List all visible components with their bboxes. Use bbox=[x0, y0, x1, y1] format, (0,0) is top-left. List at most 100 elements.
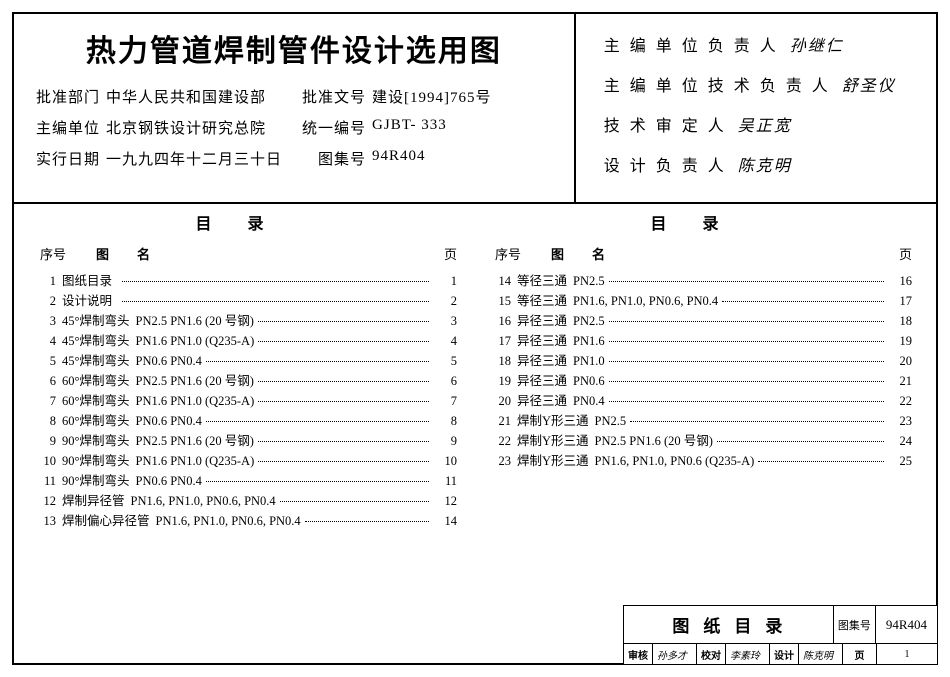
toc-page: 16 bbox=[888, 271, 912, 291]
sheet-set: 图集号 94R404 bbox=[834, 606, 937, 643]
toc-name: 焊制Y形三通 bbox=[517, 411, 589, 431]
footer-cell-value: 陈克明 bbox=[799, 644, 843, 664]
toc-page: 10 bbox=[433, 451, 457, 471]
toc-name: 60°焊制弯头 bbox=[62, 391, 130, 411]
toc-page: 1 bbox=[433, 271, 457, 291]
toc-row: 1图纸目录1 bbox=[38, 271, 457, 291]
toc-row: 660°焊制弯头PN2.5 PN1.6 (20 号钢)6 bbox=[38, 371, 457, 391]
meta-label: 批准文号 bbox=[302, 86, 366, 107]
toc-seq: 16 bbox=[493, 311, 517, 331]
toc-spec: PN1.6, PN1.0, PN0.6, PN0.4 bbox=[573, 291, 718, 311]
seq-header: 序号 bbox=[493, 244, 523, 263]
seq-header: 序号 bbox=[38, 244, 68, 263]
meta-pair: 图集号 94R404 bbox=[318, 148, 462, 169]
responsible-row: 主编单位负责人孙继仁 bbox=[604, 32, 926, 56]
toc-name: 异径三通 bbox=[517, 391, 567, 411]
toc-leader bbox=[206, 481, 429, 482]
toc-seq: 7 bbox=[38, 391, 62, 411]
toc-leader bbox=[758, 461, 884, 462]
toc-leader bbox=[258, 441, 429, 442]
meta-value: 94R404 bbox=[372, 148, 426, 169]
toc-row: 545°焊制弯头PN0.6 PN0.45 bbox=[38, 351, 457, 371]
toc-name: 45°焊制弯头 bbox=[62, 311, 130, 331]
set-label: 图集号 bbox=[834, 606, 876, 643]
meta-pair: 批准文号建设[1994]765号 bbox=[302, 86, 528, 107]
toc-name: 45°焊制弯头 bbox=[62, 331, 130, 351]
toc-row: 20异径三通PN0.422 bbox=[493, 391, 912, 411]
toc-spec: PN2.5 bbox=[573, 311, 605, 331]
toc-row: 15等径三通PN1.6, PN1.0, PN0.6, PN0.417 bbox=[493, 291, 912, 311]
toc-name: 90°焊制弯头 bbox=[62, 471, 130, 491]
header-right: 主编单位负责人孙继仁主编单位技术负责人舒圣仪技术审定人吴正宽设计负责人陈克明 bbox=[576, 14, 936, 202]
toc-leader bbox=[630, 421, 884, 422]
footer-cell-value: 李素玲 bbox=[726, 644, 770, 664]
toc-leader bbox=[609, 281, 884, 282]
toc-row: 760°焊制弯头PN1.6 PN1.0 (Q235-A)7 bbox=[38, 391, 457, 411]
toc-name: 异径三通 bbox=[517, 331, 567, 351]
toc-section: 目录 序号 图名 页 1图纸目录12设计说明2345°焊制弯头PN2.5 PN1… bbox=[14, 204, 936, 663]
meta-value: GJBT- 333 bbox=[372, 117, 447, 138]
sheet-title: 图纸目录 bbox=[624, 606, 834, 643]
meta-label: 图集号 bbox=[318, 148, 366, 169]
toc-leader bbox=[258, 401, 429, 402]
responsible-label: 主编单位负责人 bbox=[604, 32, 786, 56]
toc-name: 设计说明 bbox=[62, 291, 112, 311]
toc-seq: 18 bbox=[493, 351, 517, 371]
toc-leader bbox=[609, 401, 884, 402]
toc-spec: PN1.6, PN1.0, PN0.6, PN0.4 bbox=[156, 511, 301, 531]
toc-name: 焊制异径管 bbox=[62, 491, 125, 511]
toc-page: 24 bbox=[888, 431, 912, 451]
toc-row: 13焊制偏心异径管PN1.6, PN1.0, PN0.6, PN0.414 bbox=[38, 511, 457, 531]
toc-page: 5 bbox=[433, 351, 457, 371]
toc-row: 14等径三通PN2.516 bbox=[493, 271, 912, 291]
toc-leader bbox=[609, 321, 884, 322]
toc-spec: PN2.5 PN1.6 (20 号钢) bbox=[136, 431, 254, 451]
toc-row: 23焊制Y形三通PN1.6, PN1.0, PN0.6 (Q235-A)25 bbox=[493, 451, 912, 471]
footer-page-value: 1 bbox=[877, 644, 937, 664]
toc-page: 21 bbox=[888, 371, 912, 391]
toc-spec: PN1.0 bbox=[573, 351, 605, 371]
toc-page: 7 bbox=[433, 391, 457, 411]
toc-page: 8 bbox=[433, 411, 457, 431]
footer-cell-label: 审核 bbox=[624, 644, 653, 664]
toc-spec: PN1.6 PN1.0 (Q235-A) bbox=[136, 331, 255, 351]
toc-row: 17异径三通PN1.619 bbox=[493, 331, 912, 351]
toc-spec: PN2.5 PN1.6 (20 号钢) bbox=[595, 431, 713, 451]
toc-name: 焊制偏心异径管 bbox=[62, 511, 150, 531]
footer-cell-label: 设计 bbox=[770, 644, 799, 664]
toc-page: 3 bbox=[433, 311, 457, 331]
name-header: 图名 bbox=[68, 244, 425, 263]
toc-name: 焊制Y形三通 bbox=[517, 431, 589, 451]
meta-row: 批准部门中华人民共和国建设部批准文号建设[1994]765号 bbox=[36, 86, 552, 107]
meta-rows: 批准部门中华人民共和国建设部批准文号建设[1994]765号主编单位北京钢铁设计… bbox=[36, 86, 552, 169]
toc-spec: PN2.5 PN1.6 (20 号钢) bbox=[136, 371, 254, 391]
responsible-label: 设计负责人 bbox=[604, 152, 734, 176]
name-header: 图名 bbox=[523, 244, 880, 263]
toc-col-left: 目录 序号 图名 页 1图纸目录12设计说明2345°焊制弯头PN2.5 PN1… bbox=[38, 210, 475, 659]
toc-page: 19 bbox=[888, 331, 912, 351]
responsible-label: 主编单位技术负责人 bbox=[604, 72, 838, 96]
toc-page: 14 bbox=[433, 511, 457, 531]
toc-leader bbox=[258, 321, 429, 322]
toc-page: 6 bbox=[433, 371, 457, 391]
toc-spec: PN1.6, PN1.0, PN0.6 (Q235-A) bbox=[595, 451, 755, 471]
toc-spec: PN2.5 bbox=[573, 271, 605, 291]
toc-leader bbox=[722, 301, 884, 302]
toc-leader bbox=[122, 281, 429, 282]
responsible-name: 陈克明 bbox=[738, 152, 792, 176]
toc-name: 异径三通 bbox=[517, 311, 567, 331]
meta-value: 北京钢铁设计研究总院 bbox=[106, 117, 266, 138]
page-header: 页 bbox=[425, 244, 457, 263]
toc-page: 18 bbox=[888, 311, 912, 331]
page-header: 页 bbox=[880, 244, 912, 263]
toc-name: 60°焊制弯头 bbox=[62, 411, 130, 431]
toc-seq: 5 bbox=[38, 351, 62, 371]
toc-page: 20 bbox=[888, 351, 912, 371]
toc-spec: PN0.6 PN0.4 bbox=[136, 471, 202, 491]
header-left: 热力管道焊制管件设计选用图 批准部门中华人民共和国建设部批准文号建设[1994]… bbox=[14, 14, 576, 202]
toc-spec: PN2.5 PN1.6 (20 号钢) bbox=[136, 311, 254, 331]
toc-row: 445°焊制弯头PN1.6 PN1.0 (Q235-A)4 bbox=[38, 331, 457, 351]
toc-leader bbox=[609, 341, 884, 342]
responsible-row: 设计负责人陈克明 bbox=[604, 152, 926, 176]
toc-row: 18异径三通PN1.020 bbox=[493, 351, 912, 371]
